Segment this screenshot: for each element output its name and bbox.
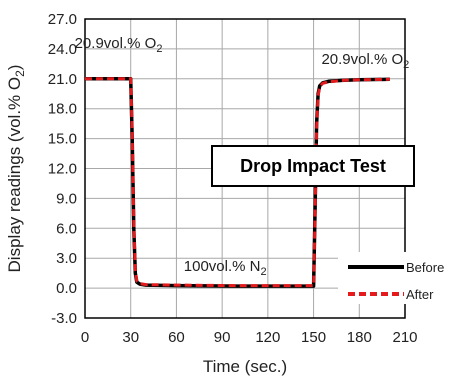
y-tick-label: 21.0	[48, 71, 77, 88]
annotation-main: 100vol.% N	[184, 258, 261, 275]
x-tick-label: 150	[301, 329, 326, 346]
y-tick-label: 6.0	[56, 220, 77, 237]
annotation-main: 20.9vol.% O	[75, 35, 157, 52]
legend-label-before: Before	[406, 260, 444, 275]
y-axis-ticks: -3.0 0.0 3.0 6.0 9.0 12.0 15.0 18.0 21.0 24.0 27.0	[48, 11, 77, 327]
x-tick-label: 0	[81, 329, 89, 346]
annotation-main: 20.9vol.% O	[321, 51, 403, 68]
chart-title: Drop Impact Test	[240, 156, 386, 176]
series-layer	[85, 77, 390, 288]
y-tick-label: 18.0	[48, 101, 77, 118]
y-tick-label: 0.0	[56, 280, 77, 297]
chart-title-box: Drop Impact Test	[211, 145, 415, 187]
annotation-o2-right: 20.9vol.% O2	[321, 51, 409, 71]
y-tick-label: 12.0	[48, 161, 77, 178]
y-axis-label-tail: )	[5, 65, 24, 71]
annotation-o2-left: 20.9vol.% O2	[75, 35, 163, 55]
legend-label-after: After	[406, 287, 434, 302]
x-tick-label: 180	[347, 329, 372, 346]
y-tick-label: 27.0	[48, 11, 77, 28]
x-axis-ticks: 0 30 60 90 120 150 180 210	[81, 329, 418, 346]
y-axis-label-main: Display readings (vol.% O	[5, 77, 24, 273]
annotation-n2-mid: 100vol.% N2	[184, 258, 267, 278]
y-axis-label: Display readings (vol.% O2)	[5, 65, 27, 273]
annotation-subscript: 2	[403, 59, 409, 71]
x-tick-label: 30	[122, 329, 139, 346]
x-axis-label: Time (sec.)	[203, 357, 287, 376]
x-tick-label: 120	[255, 329, 280, 346]
y-tick-label: 15.0	[48, 131, 77, 148]
y-tick-label: 9.0	[56, 190, 77, 207]
x-tick-label: 210	[392, 329, 417, 346]
series-line-after	[85, 77, 390, 288]
y-tick-label: 3.0	[56, 250, 77, 267]
y-tick-label: 24.0	[48, 41, 77, 58]
x-tick-label: 90	[214, 329, 231, 346]
y-tick-label: -3.0	[51, 310, 77, 327]
legend: Before After	[338, 252, 444, 304]
annotation-subscript: 2	[156, 43, 162, 55]
y-axis-label-subscript: 2	[13, 70, 27, 77]
x-tick-label: 60	[168, 329, 185, 346]
annotation-subscript: 2	[260, 266, 266, 278]
